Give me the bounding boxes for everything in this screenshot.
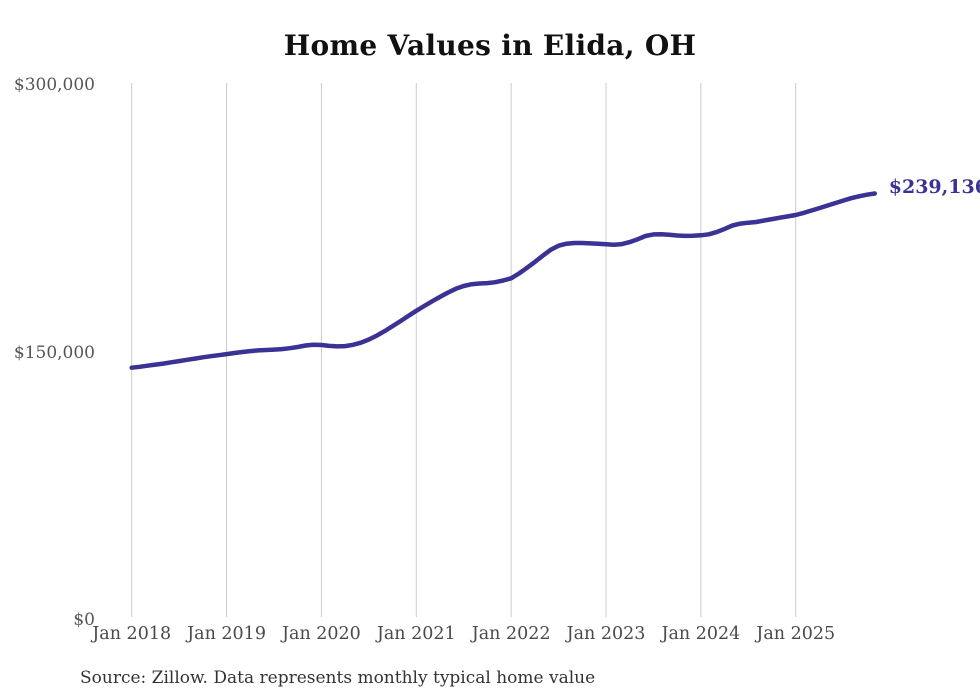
home-value-line [129,191,878,370]
y-tick-label: $150,000 [13,342,95,363]
y-tick-label: $300,000 [13,75,95,95]
x-tick-label: Jan 2019 [187,624,266,644]
x-tick-label: Jan 2023 [566,624,646,644]
y-tick-label: $0 [73,610,95,630]
x-tick-label: Jan 2020 [281,624,361,644]
x-tick-label: Jan 2018 [92,624,172,644]
x-tick-label: Jan 2024 [661,624,741,644]
x-tick-label: Jan 2025 [756,624,836,644]
chart-title: Home Values in Elida, OH [283,29,697,62]
last-value-label: $239,136 [888,175,980,198]
source-note: Source: Zillow. Data represents monthly … [80,668,596,688]
x-tick-label: Jan 2021 [376,624,456,644]
x-tick-label: Jan 2022 [471,624,551,644]
